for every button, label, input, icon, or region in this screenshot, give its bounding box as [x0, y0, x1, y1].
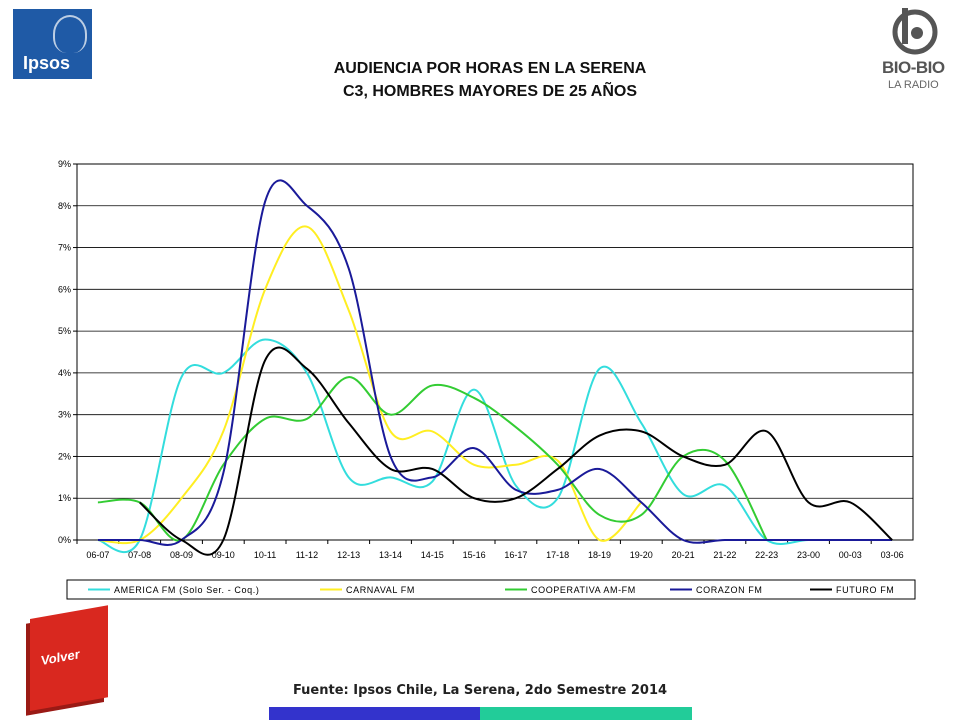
y-tick-label: 6% — [58, 284, 71, 294]
y-tick-label: 3% — [58, 410, 71, 420]
x-tick-label: 06-07 — [86, 550, 109, 560]
x-tick-label: 13-14 — [379, 550, 402, 560]
x-tick-label: 16-17 — [504, 550, 527, 560]
series-line — [139, 346, 893, 556]
x-tick-label: 08-09 — [170, 550, 193, 560]
legend-box — [66, 579, 916, 600]
x-tick-label: 12-13 — [337, 550, 360, 560]
x-tick-label: 18-19 — [588, 550, 611, 560]
x-tick-label: 10-11 — [254, 550, 276, 560]
x-tick-label: 15-16 — [463, 550, 486, 560]
legend-label: FUTURO FM — [836, 585, 894, 595]
ipsos-face-icon — [53, 15, 87, 53]
page-title: AUDIENCIA POR HORAS EN LA SERENA C3, HOM… — [240, 57, 740, 103]
y-tick-label: 2% — [58, 451, 71, 461]
x-tick-label: 14-15 — [421, 550, 444, 560]
legend-label: COOPERATIVA AM-FM — [531, 585, 636, 595]
y-tick-label: 4% — [58, 368, 71, 378]
y-tick-label: 7% — [58, 243, 71, 253]
y-tick-label: 8% — [58, 201, 71, 211]
biobio-swirl-icon — [892, 8, 938, 55]
x-tick-label: 09-10 — [212, 550, 235, 560]
series-line — [97, 338, 893, 554]
x-tick-label: 11-12 — [296, 550, 318, 560]
x-tick-label: 03-06 — [881, 550, 904, 560]
title-line-2: C3, HOMBRES MAYORES DE 25 AÑOS — [343, 83, 637, 100]
x-tick-label: 21-22 — [713, 550, 736, 560]
x-tick-label: 17-18 — [546, 550, 569, 560]
title-line-1: AUDIENCIA POR HORAS EN LA SERENA — [333, 60, 647, 77]
plot-area — [76, 163, 914, 541]
x-tick-label: 22-23 — [755, 550, 778, 560]
biobio-logo-subtext: LA RADIO — [888, 79, 939, 91]
series-line — [97, 179, 893, 546]
legend-label: CARNAVAL FM — [346, 585, 415, 595]
y-tick-label: 0% — [58, 535, 71, 545]
biobio-logo: BIO-BIO LA RADIO — [882, 6, 952, 98]
footer-bar-blue — [269, 707, 480, 720]
ipsos-logo-text: Ipsos — [23, 53, 71, 73]
legend-label: CORAZON FM — [696, 585, 763, 595]
source-note: Fuente: Ipsos Chile, La Serena, 2do Seme… — [292, 683, 668, 698]
x-tick-label: 19-20 — [630, 550, 653, 560]
x-tick-label: 20-21 — [672, 550, 695, 560]
y-tick-label: 9% — [58, 159, 71, 169]
legend-label: AMERICA FM (Solo Ser. - Coq.) — [114, 585, 259, 595]
x-tick-label: 00-03 — [839, 550, 862, 560]
biobio-logo-text: BIO-BIO — [882, 58, 945, 77]
ipsos-logo: Ipsos — [13, 9, 92, 79]
series-line — [97, 376, 768, 542]
y-tick-label: 1% — [58, 493, 71, 503]
x-tick-label: 07-08 — [128, 550, 151, 560]
y-tick-label: 5% — [58, 326, 71, 336]
footer-bar-teal — [480, 707, 692, 720]
volver-button[interactable]: Volver — [30, 595, 110, 713]
series-line — [97, 225, 643, 545]
x-tick-label: 23-00 — [797, 550, 820, 560]
